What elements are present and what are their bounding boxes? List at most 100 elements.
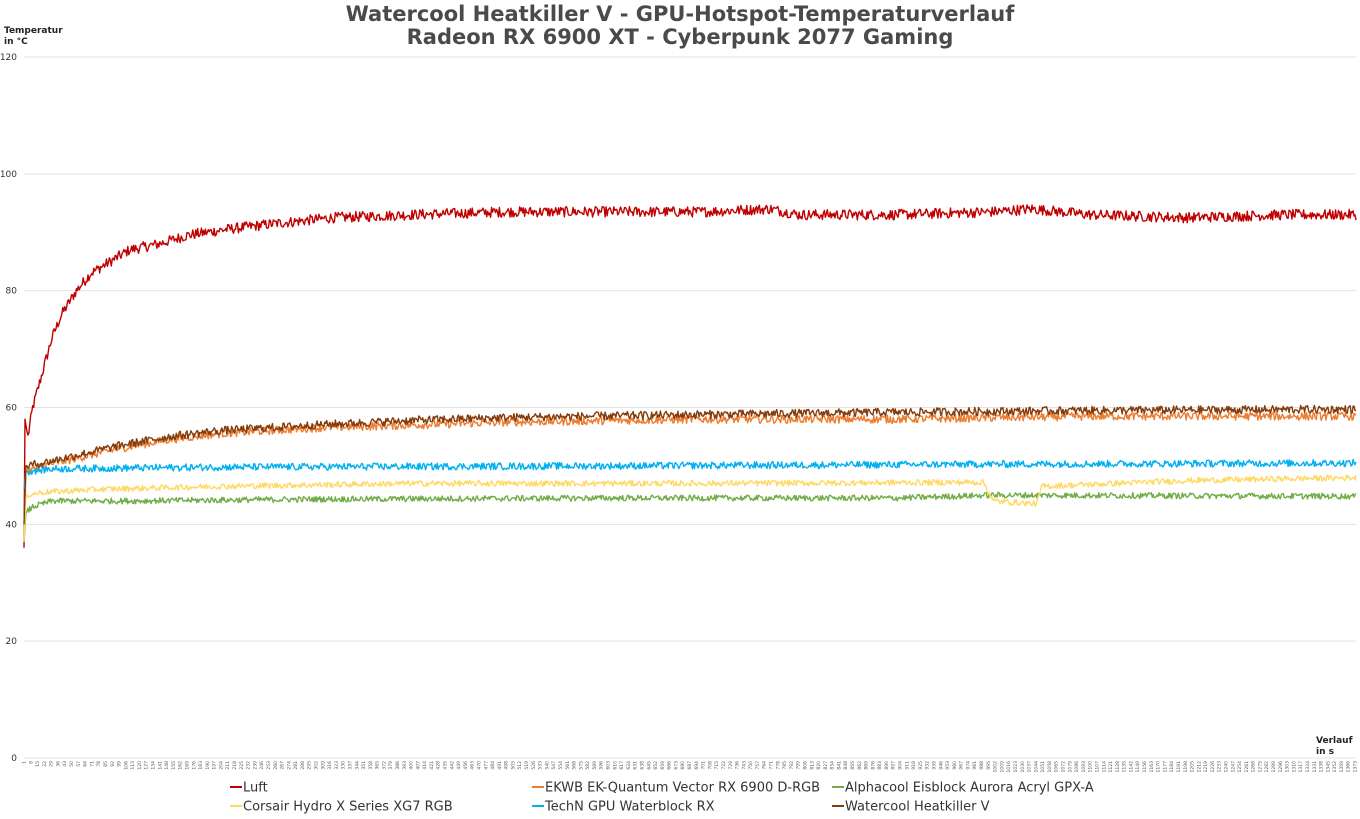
x-tick-label: 1009	[999, 761, 1005, 773]
x-tick-label: 1212	[1196, 761, 1202, 773]
series-line-1	[23, 411, 1357, 537]
x-tick-label: 561	[565, 761, 571, 770]
legend-item-2: Alphacool Eisblock Aurora Acryl GPX-A	[832, 781, 1094, 796]
x-tick-label: 78	[96, 761, 102, 767]
x-tick-label: 953	[945, 761, 951, 770]
x-tick-label: 757	[755, 761, 761, 770]
x-tick-label: 1121	[1108, 761, 1114, 773]
x-tick-label: 694	[694, 761, 700, 770]
x-tick-label: 316	[327, 761, 333, 770]
x-tick-label: 358	[368, 761, 374, 770]
x-tick-label: 1275	[1257, 761, 1263, 773]
x-tick-label: 239	[252, 761, 258, 770]
x-tick-label: 1261	[1244, 761, 1250, 773]
x-tick-label: 15	[35, 761, 41, 767]
x-tick-label: 799	[796, 761, 802, 770]
x-tick-label: 1100	[1088, 761, 1094, 773]
x-tick-label: 869	[864, 761, 870, 770]
y-tick-label: 0	[11, 754, 17, 764]
x-tick-label: 1296	[1278, 761, 1284, 773]
x-tick-label: 848	[843, 761, 849, 770]
x-tick-label: 120	[137, 761, 143, 770]
x-tick-label: 806	[802, 761, 808, 770]
x-tick-label: 792	[789, 761, 795, 770]
legend-label: Watercool Heatkiller V	[845, 800, 990, 815]
x-tick-label: 638	[639, 761, 645, 770]
x-tick-label: 36	[55, 761, 61, 767]
legend: Luft EKWB EK-Quantum Vector RX 6900 D-RGB…	[230, 781, 1094, 815]
x-tick-label: 309	[320, 761, 326, 770]
x-tick-label: 659	[660, 761, 666, 770]
x-tick-label: 260	[273, 761, 279, 770]
x-tick-label: 974	[965, 761, 971, 770]
x-tick-label: 162	[178, 761, 184, 770]
x-tick-label: 1254	[1237, 761, 1243, 773]
x-tick-label: 736	[735, 761, 741, 770]
x-tick-label: 1205	[1190, 761, 1196, 773]
legend-item-3: Corsair Hydro X Series XG7 RGB	[230, 800, 453, 815]
x-tick-label: 827	[823, 761, 829, 770]
x-tick-label: 1177	[1162, 761, 1168, 773]
x-tick-label: 134	[151, 761, 157, 770]
x-tick-label: 610	[612, 761, 618, 770]
x-tick-label: 400	[409, 761, 415, 770]
legend-item-0: Luft	[230, 781, 268, 796]
x-axis-label-line-2: in s	[1316, 747, 1334, 757]
x-tick-label: 1030	[1020, 761, 1026, 773]
x-tick-label: 484	[490, 761, 496, 770]
x-tick-label: 379	[388, 761, 394, 770]
x-tick-label: 841	[836, 761, 842, 770]
x-tick-label: 22	[42, 761, 48, 767]
x-tick-label: 71	[89, 761, 95, 767]
x-tick-label: 337	[347, 761, 353, 770]
x-tick-label: 225	[239, 761, 245, 770]
x-tick-label: 645	[646, 761, 652, 770]
x-tick-label: 1	[22, 761, 28, 764]
x-tick-label: 582	[585, 761, 591, 770]
x-axis-label-line-1: Verlauf	[1316, 736, 1353, 746]
x-tick-label: 904	[898, 761, 904, 770]
x-tick-label: 1268	[1251, 761, 1257, 773]
y-tick-label: 100	[0, 170, 17, 180]
x-tick-label: 722	[721, 761, 727, 770]
x-tick-label: 463	[470, 761, 476, 770]
y-tick-label: 80	[6, 287, 18, 297]
x-tick-label: 141	[157, 761, 163, 770]
gridlines	[24, 56, 1356, 759]
y-axis-label-line-2: in °C	[4, 37, 28, 47]
x-tick-label: 1324	[1305, 761, 1311, 773]
x-tick-label: 1247	[1230, 761, 1236, 773]
x-tick-label: 1170	[1156, 761, 1162, 773]
x-tick-label: 1366	[1346, 761, 1352, 773]
x-tick-label: 106	[123, 761, 129, 770]
x-tick-label: 568	[572, 761, 578, 770]
x-tick-label: 1345	[1325, 761, 1331, 773]
x-tick-label: 1331	[1312, 761, 1318, 773]
x-tick-label: 1044	[1033, 761, 1039, 773]
x-tick-label: 1156	[1142, 761, 1148, 773]
x-tick-label: 1058	[1047, 761, 1053, 773]
x-tick-label: 372	[381, 761, 387, 770]
x-tick-label: 1163	[1149, 761, 1155, 773]
x-axis-ticks: 1 8 15 22 29 36 43 50 57 64 71 78 85 92 99 106 113 120 127…	[22, 761, 1359, 773]
chart-title-line-2: Radeon RX 6900 XT - Cyberpunk 2077 Gamin…	[407, 25, 954, 49]
x-tick-label: 1240	[1224, 761, 1230, 773]
x-tick-label: 519	[524, 761, 530, 770]
x-tick-label: 666	[667, 761, 673, 770]
x-tick-label: 470	[476, 761, 482, 770]
x-tick-label: 449	[456, 761, 462, 770]
x-tick-label: 701	[701, 761, 707, 770]
x-tick-label: 729	[728, 761, 734, 770]
x-tick-label: 8	[28, 761, 34, 764]
x-tick-label: 988	[979, 761, 985, 770]
x-tick-label: 1023	[1013, 761, 1019, 773]
x-tick-label: 281	[293, 761, 299, 770]
x-tick-label: 1282	[1264, 761, 1270, 773]
x-tick-label: 1198	[1183, 761, 1189, 773]
series-lines	[23, 204, 1357, 548]
x-tick-label: 183	[198, 761, 204, 770]
x-tick-label: 631	[633, 761, 639, 770]
x-tick-label: 190	[205, 761, 211, 770]
x-tick-label: 246	[259, 761, 265, 770]
x-tick-label: 456	[463, 761, 469, 770]
